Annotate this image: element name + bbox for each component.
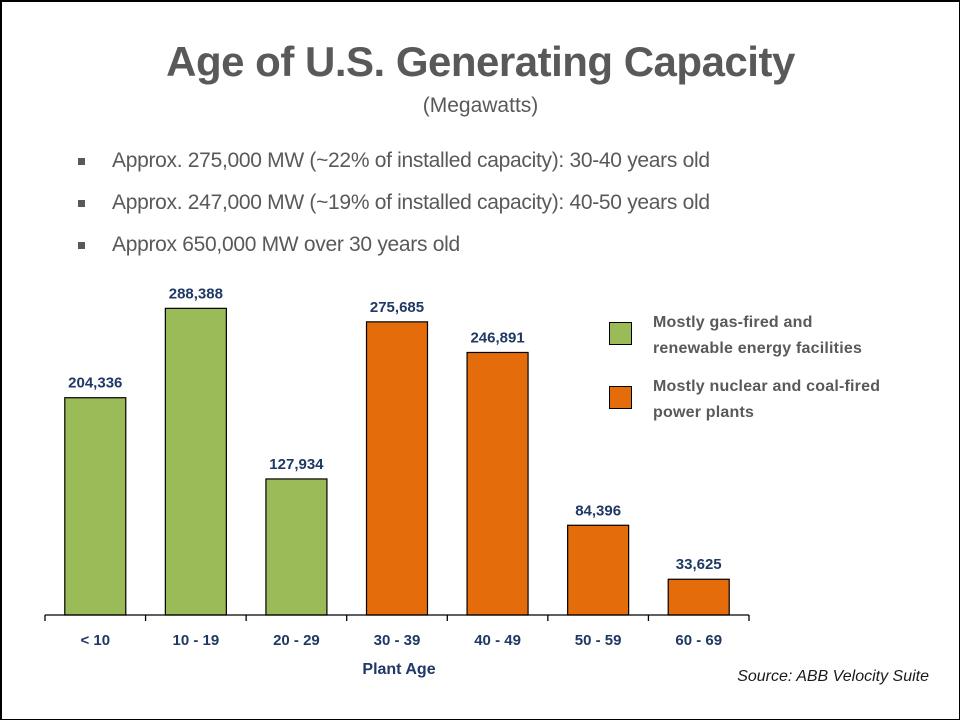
x-tick-label: 30 - 39 bbox=[374, 632, 421, 649]
data-label: 33,625 bbox=[676, 556, 722, 573]
data-label: 84,396 bbox=[575, 502, 621, 519]
legend-item-gas: Mostly gas-fired and renewable energy fa… bbox=[609, 310, 923, 374]
data-label: 246,891 bbox=[470, 329, 524, 346]
x-tick-label: 40 - 49 bbox=[474, 632, 521, 649]
x-tick-label: < 10 bbox=[80, 632, 110, 649]
data-label: 127,934 bbox=[269, 456, 324, 473]
legend-label: Mostly gas-fired and bbox=[653, 314, 813, 331]
bullet-square-icon bbox=[78, 242, 85, 249]
chart-subtitle: (Megawatts) bbox=[422, 94, 539, 117]
labels-layer: 204,336 < 10 288,388 10 - 19 127,934 20 - 29 2… bbox=[68, 285, 722, 649]
x-tick-label: 60 - 69 bbox=[675, 632, 722, 649]
chart-title: Age of U.S. Generating Capacity bbox=[166, 38, 795, 85]
bullet-item: Approx. 275,000 MW (~22% of installed ca… bbox=[74, 146, 710, 188]
bar-10-19 bbox=[164, 307, 227, 616]
legend-swatch-orange bbox=[609, 386, 632, 409]
bullet-item: Approx. 247,000 MW (~19% of installed ca… bbox=[74, 188, 710, 230]
bars-layer bbox=[64, 307, 730, 616]
bullet-item: Approx 650,000 MW over 30 years old bbox=[74, 230, 710, 272]
bullet-text: Approx. 275,000 MW (~22% of installed ca… bbox=[112, 149, 710, 172]
x-axis-title: Plant Age bbox=[362, 661, 435, 678]
bullet-text: Approx 650,000 MW over 30 years old bbox=[112, 233, 460, 256]
bullet-square-icon bbox=[78, 158, 85, 165]
bar-50-59 bbox=[567, 524, 630, 616]
x-tick-label: 10 - 19 bbox=[173, 632, 220, 649]
legend-label: renewable energy facilities bbox=[653, 340, 863, 357]
data-label: 288,388 bbox=[169, 285, 223, 302]
bullet-list: Approx. 275,000 MW (~22% of installed ca… bbox=[74, 146, 710, 272]
bar-40-49 bbox=[466, 351, 529, 616]
bullet-square-icon bbox=[78, 200, 85, 207]
legend-swatch-green bbox=[609, 322, 632, 345]
bar-20-29 bbox=[265, 478, 328, 616]
legend-label: power plants bbox=[653, 404, 755, 421]
bar-30-39 bbox=[365, 321, 429, 616]
legend: Mostly gas-fired and renewable energy fa… bbox=[609, 310, 923, 438]
bar-10 bbox=[64, 397, 127, 616]
x-axis bbox=[44, 614, 750, 621]
x-tick-label: 20 - 29 bbox=[273, 632, 320, 649]
x-tick-label: 50 - 59 bbox=[575, 632, 622, 649]
legend-label: Mostly nuclear and coal-fired bbox=[653, 378, 881, 395]
data-label: 275,685 bbox=[370, 299, 424, 316]
data-label: 204,336 bbox=[68, 375, 122, 392]
bar-60-69 bbox=[667, 578, 730, 616]
bullet-text: Approx. 247,000 MW (~19% of installed ca… bbox=[112, 191, 710, 214]
legend-item-nuclear: Mostly nuclear and coal-fired power plan… bbox=[609, 374, 923, 438]
source-note: Source: ABB Velocity Suite bbox=[737, 668, 929, 685]
